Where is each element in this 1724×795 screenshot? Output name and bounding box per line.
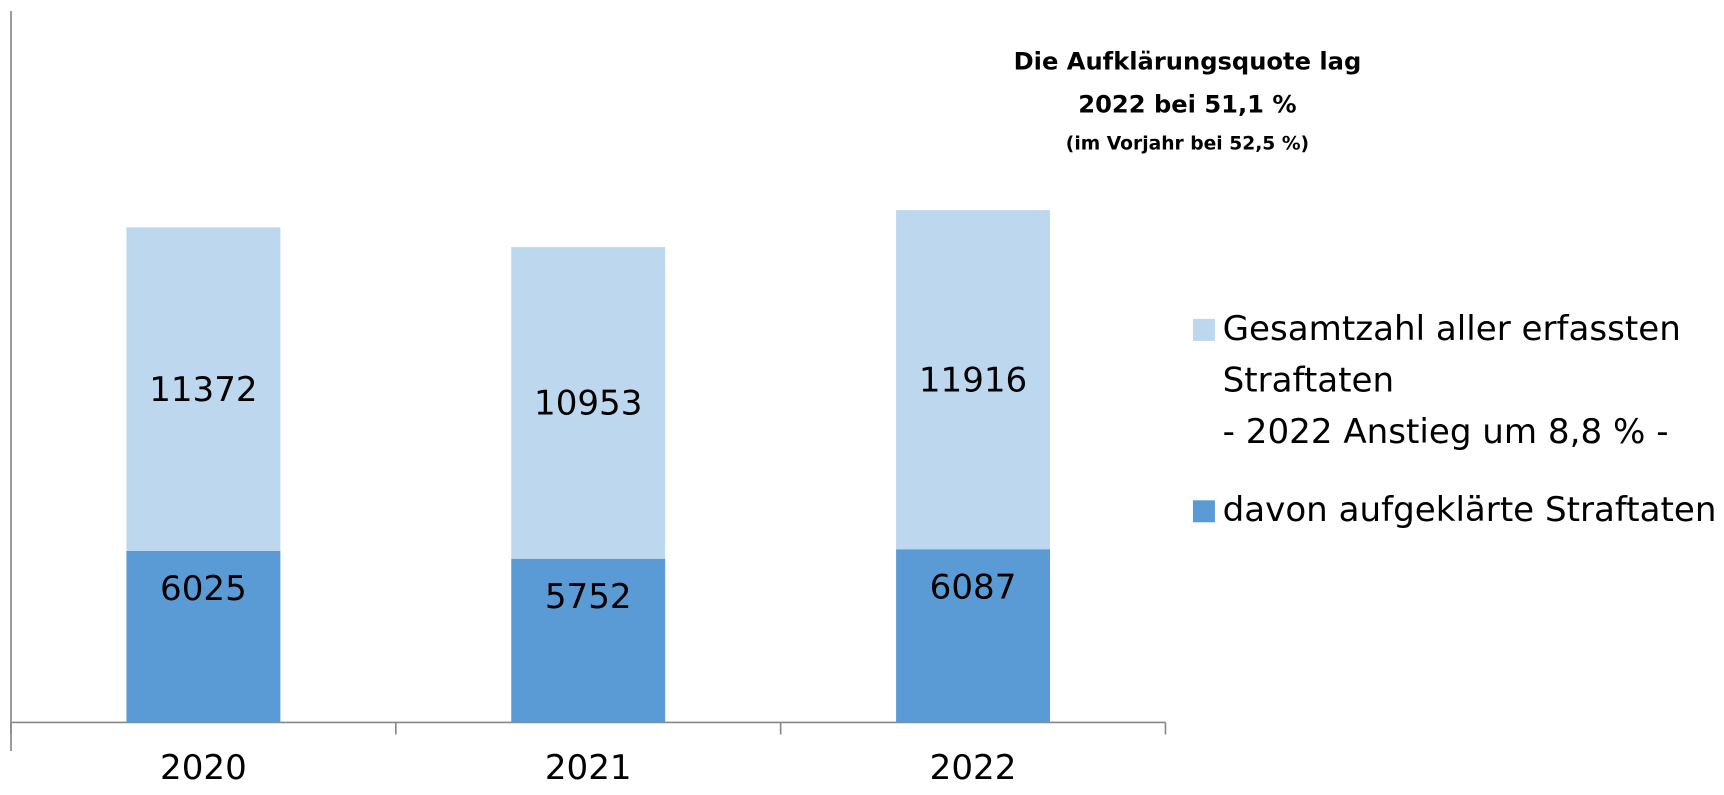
bar-segment [896, 549, 1051, 723]
data-label: 11916 [919, 360, 1027, 400]
legend-swatch [1192, 318, 1215, 341]
legend-label: davon aufgeklärte Straftaten [1222, 490, 1717, 530]
legend-swatch [1192, 500, 1215, 523]
x-tick-label: 2022 [930, 748, 1017, 788]
data-label: 5752 [545, 577, 632, 617]
bar-segment [126, 227, 281, 551]
data-label: 10953 [534, 384, 642, 424]
annotation: Die Aufklärungsquote lag [1014, 48, 1362, 76]
legend-item: Gesamtzahl aller erfassten Straftaten - … [1222, 308, 1681, 452]
x-tick-label: 2020 [160, 748, 247, 788]
annotation: (im Vorjahr bei 52,5 %) [1066, 134, 1309, 155]
annotation: 2022 bei 51,1 % [1078, 91, 1296, 119]
legend-label: Gesamtzahl aller erfassten Straftaten - … [1222, 308, 1681, 452]
x-tick-label: 2021 [545, 748, 632, 788]
bar-segment [511, 247, 666, 559]
data-label: 11372 [149, 370, 257, 410]
bar-segment [511, 558, 666, 723]
legend-item: davon aufgeklärte Straftaten [1222, 490, 1717, 530]
bar-segment [126, 550, 281, 723]
data-label: 6087 [930, 567, 1017, 607]
bar-segment [896, 210, 1051, 550]
data-label: 6025 [160, 569, 247, 609]
